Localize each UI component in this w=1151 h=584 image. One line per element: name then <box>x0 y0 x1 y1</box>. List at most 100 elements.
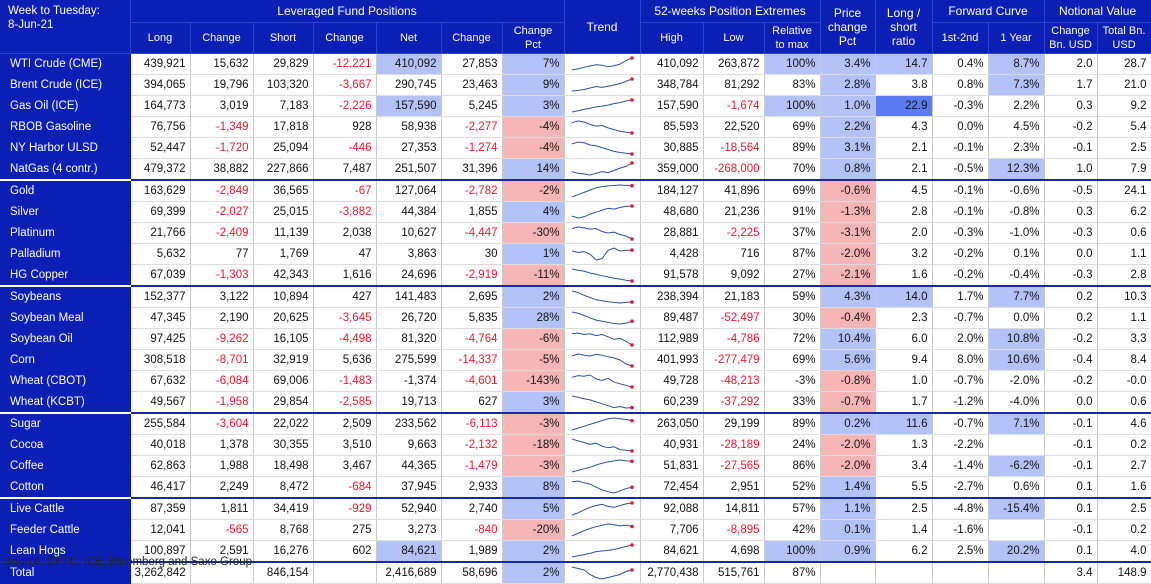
low-cell: 263,872 <box>703 53 765 75</box>
notional-change-cell: 3.4 <box>1044 561 1098 584</box>
trend-cell <box>564 476 641 499</box>
forward-1st-2nd-cell: -0.3% <box>932 222 989 244</box>
change-pct-cell: -2% <box>502 179 565 202</box>
sparkline <box>571 98 634 113</box>
table-row: Gold 163,629 -2,849 36,565 -67 127,064 -2,782-… <box>0 179 1151 202</box>
high-cell: 60,239 <box>640 391 704 414</box>
ls-ratio-cell: 2.3 <box>875 307 933 329</box>
sparkline <box>571 247 634 261</box>
table-row: Soybean Meal 47,345 2,190 20,625 -3,645 26,72… <box>0 307 1151 329</box>
notional-total-cell: 28.7 <box>1097 53 1151 75</box>
trend-cell <box>564 95 641 117</box>
notional-total-cell: 2.7 <box>1097 455 1151 477</box>
forward-1-year-cell: 2.2% <box>988 95 1045 117</box>
sparkline <box>571 226 634 241</box>
short-cell: 22,022 <box>253 412 314 435</box>
sparkline <box>571 268 634 283</box>
forward-1-year-cell: -6.2% <box>988 455 1045 477</box>
notional-change-cell: -0.2 <box>1044 328 1098 350</box>
forward-1st-2nd-cell: 2.5% <box>932 540 989 563</box>
commodity-name: Soybean Meal <box>0 307 131 329</box>
commodity-name: Wheat (KCBT) <box>0 391 131 414</box>
notional-total-cell: 0.6 <box>1097 391 1151 414</box>
sparkline-line <box>571 205 633 219</box>
col-change-net: Change <box>441 22 503 54</box>
trend-cell <box>564 285 641 308</box>
net-cell: 2,416,689 <box>376 561 442 584</box>
change-short-cell: -1,483 <box>313 370 377 392</box>
sparkline-last-point <box>630 248 634 252</box>
low-cell: 81,292 <box>703 74 765 96</box>
net-cell: 233,562 <box>376 412 442 435</box>
trend-cell <box>564 222 641 244</box>
col-fc1: 1st-2nd <box>932 22 989 54</box>
short-cell: 16,276 <box>253 540 314 563</box>
forward-1st-2nd-cell: -2.7% <box>932 476 989 499</box>
trend-cell <box>564 519 641 541</box>
forward-1st-2nd-cell: -0.2% <box>932 243 989 265</box>
forward-1st-2nd-cell: 0.0% <box>932 116 989 138</box>
change-long-cell: -1,303 <box>190 264 254 287</box>
source-note: Source: CFTC, ICE, Bloomberg and Saxo Gr… <box>4 556 252 568</box>
sparkline-last-point <box>630 418 634 423</box>
sparkline-last-point <box>630 77 634 81</box>
sparkline <box>571 459 634 473</box>
notional-change-cell: -0.1 <box>1044 455 1098 477</box>
table-row: Soybean Oil 97,425 -9,262 16,105 -4,498 81,32… <box>0 328 1151 350</box>
change-pct-cell: 2% <box>502 285 565 308</box>
change-pct-cell: 1% <box>502 243 565 265</box>
price-change-cell: -0.7% <box>820 391 876 414</box>
trend-cell <box>564 201 641 223</box>
sparkline <box>571 56 634 71</box>
long-cell: 163,629 <box>130 179 191 202</box>
change-pct-cell: 3% <box>502 391 565 414</box>
long-cell: 87,359 <box>130 497 191 520</box>
change-long-cell: 19,796 <box>190 74 254 96</box>
relative-to-max-cell: 24% <box>764 434 821 456</box>
long-cell: 97,425 <box>130 328 191 350</box>
ls-ratio-cell: 1.4 <box>875 519 933 541</box>
commodity-name: Cotton <box>0 476 131 499</box>
week-label-cell: Week to Tuesday: 8-Jun-21 <box>0 0 131 54</box>
table-row: Soybeans 152,377 3,122 10,894 427 141,483 2,69… <box>0 285 1151 308</box>
sparkline <box>571 395 634 410</box>
change-net-cell: -2,132 <box>441 434 503 456</box>
short-cell: 25,094 <box>253 137 314 159</box>
high-cell: 89,487 <box>640 307 704 329</box>
change-short-cell: -446 <box>313 137 377 159</box>
change-short-cell: 2,038 <box>313 222 377 244</box>
ls-ratio-cell: 1.7 <box>875 391 933 414</box>
sparkline-line <box>571 226 633 240</box>
forward-1-year-cell <box>988 561 1045 584</box>
sparkline-last-point <box>630 300 634 304</box>
ls-ratio-cell: 9.4 <box>875 349 933 371</box>
long-cell: 62,863 <box>130 455 191 477</box>
col-low: Low <box>703 22 765 54</box>
sparkline-line <box>571 566 633 580</box>
net-cell: 3,863 <box>376 243 442 265</box>
high-cell: 4,428 <box>640 243 704 265</box>
change-net-cell: -14,337 <box>441 349 503 371</box>
forward-1-year-cell: 7.3% <box>988 74 1045 96</box>
change-short-cell: 602 <box>313 540 377 563</box>
ls-ratio-cell: 11.6 <box>875 412 933 435</box>
change-net-cell: 2,933 <box>441 476 503 499</box>
price-change-cell: -3.1% <box>820 222 876 244</box>
relative-to-max-cell: 52% <box>764 476 821 499</box>
price-change-cell <box>820 561 876 584</box>
notional-total-cell: 4.6 <box>1097 412 1151 435</box>
ls-ratio-cell: 2.1 <box>875 158 933 181</box>
change-long-cell: 1,811 <box>190 497 254 520</box>
change-short-cell: -12,221 <box>313 53 377 75</box>
change-pct-cell: -18% <box>502 434 565 456</box>
price-change-cell: 2.2% <box>820 116 876 138</box>
change-pct-cell: -5% <box>502 349 565 371</box>
forward-1-year-cell: 7.1% <box>988 412 1045 435</box>
trend-cell <box>564 243 641 265</box>
commodity-name: Corn <box>0 349 131 371</box>
price-change-cell: 0.1% <box>820 519 876 541</box>
short-cell: 8,768 <box>253 519 314 541</box>
forward-1st-2nd-cell: 2.0% <box>932 328 989 350</box>
sparkline-last-point <box>630 449 634 453</box>
